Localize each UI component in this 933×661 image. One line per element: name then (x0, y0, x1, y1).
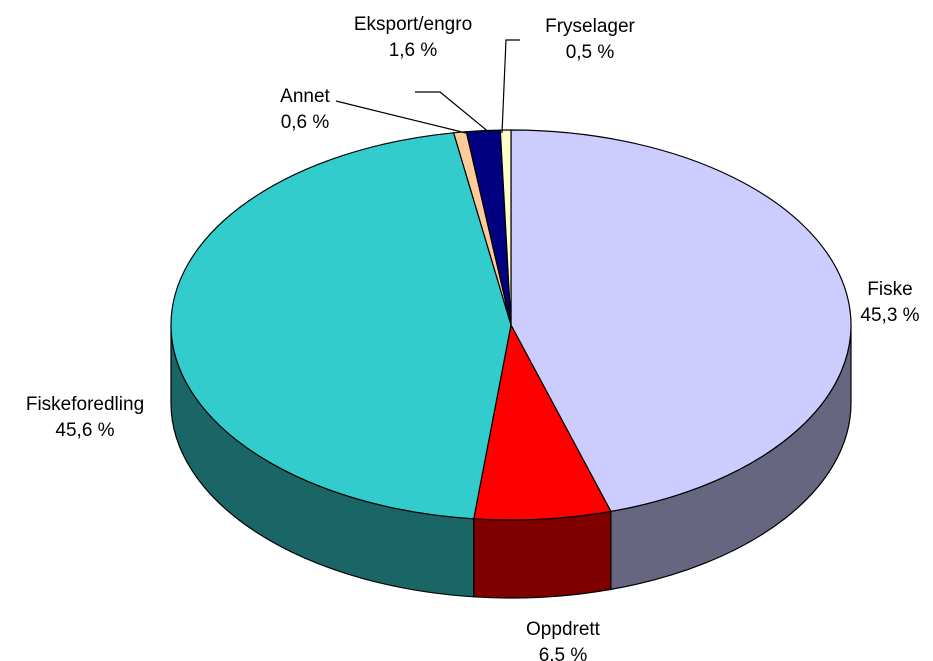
slice-label: Fryselager (545, 16, 635, 37)
slice-label: Oppdrett (526, 619, 601, 640)
labels: Fiske 45,3 % Oppdrett 6,5 % Fiskeforedling 45… (26, 14, 920, 661)
slice-label: Fiske (867, 279, 912, 300)
pie-tops (170, 129, 852, 521)
slice-value-label: 6,5 % (539, 645, 588, 661)
slice-value-label: 45,3 % (860, 305, 919, 326)
pie-side (473, 510, 612, 599)
leader-line (415, 91, 491, 134)
slice-value-label: 45,6 % (55, 420, 114, 441)
pie-slice (510, 129, 852, 513)
slice-label: Annet (280, 86, 330, 107)
pie-slice (473, 323, 612, 521)
pie-slice (499, 129, 512, 326)
slice-label: Eksport/engro (354, 14, 472, 35)
slice-value-label: 0,5 % (566, 42, 615, 63)
pie-slice (170, 132, 512, 520)
leader-line (335, 100, 467, 134)
slice-label: Fiskeforedling (26, 394, 144, 415)
leader-line (501, 39, 520, 134)
slice-value-label: 1,6 % (389, 40, 438, 61)
slice-value-label: 0,6 % (281, 112, 330, 133)
